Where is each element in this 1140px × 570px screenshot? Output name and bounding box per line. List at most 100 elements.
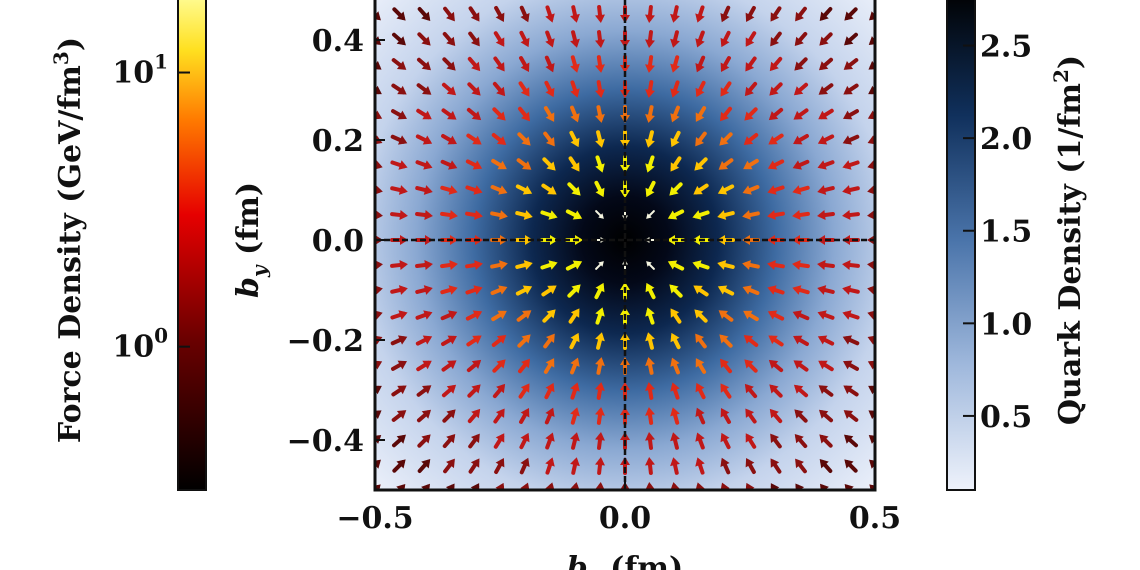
force-arrow-head bbox=[645, 187, 655, 198]
force-arrow bbox=[844, 434, 858, 448]
force-arrow bbox=[595, 155, 605, 173]
force-arrow-head bbox=[867, 110, 875, 120]
force-arrow-head bbox=[470, 458, 480, 468]
force-arrow bbox=[570, 55, 580, 73]
force-arrow-head bbox=[471, 61, 481, 72]
force-arrow-head bbox=[548, 210, 558, 220]
force-arrow-head bbox=[471, 433, 480, 443]
force-arrow-head bbox=[471, 37, 480, 47]
force-arrow-head bbox=[422, 360, 432, 370]
force-arrow-head bbox=[375, 385, 382, 395]
force-arrow bbox=[670, 407, 680, 425]
force-arrow bbox=[768, 335, 784, 347]
force-arrow bbox=[670, 55, 680, 73]
force-arrow bbox=[867, 210, 875, 220]
force-arrow-head bbox=[422, 86, 432, 95]
force-arrow-head bbox=[695, 38, 705, 48]
density-colorbar-gradient bbox=[946, 0, 976, 491]
force-arrow-head bbox=[844, 434, 854, 444]
force-arrow-head bbox=[546, 137, 555, 147]
force-arrow-head bbox=[767, 160, 778, 170]
force-arrow-head bbox=[472, 335, 482, 345]
force-arrow-head bbox=[523, 260, 533, 270]
force-arrow bbox=[819, 7, 833, 21]
force-arrow bbox=[375, 260, 383, 270]
force-arrow bbox=[770, 433, 782, 449]
force-arrow-head bbox=[645, 457, 655, 466]
force-arrow-head bbox=[445, 483, 455, 490]
force-arrow-head bbox=[547, 185, 557, 195]
force-arrow bbox=[465, 260, 483, 270]
force-arrow bbox=[670, 457, 680, 475]
force-arrow-head bbox=[670, 13, 680, 23]
force-arrow bbox=[595, 457, 605, 475]
force-arrow-head bbox=[867, 135, 875, 145]
force-arrow-head bbox=[545, 63, 555, 73]
force-arrow bbox=[595, 307, 605, 325]
force-arrow bbox=[770, 31, 782, 47]
force-arrow bbox=[817, 160, 835, 170]
force-arrow bbox=[416, 409, 432, 423]
force-arrow bbox=[466, 335, 482, 347]
force-arrow-head bbox=[396, 434, 406, 444]
force-arrow-head bbox=[595, 382, 605, 391]
force-arrow bbox=[445, 483, 455, 490]
force-arrow-head bbox=[595, 14, 605, 23]
force-arrow-head bbox=[768, 111, 779, 121]
force-arrow bbox=[867, 310, 875, 320]
force-arrow bbox=[745, 31, 757, 47]
force-arrow-head bbox=[497, 310, 507, 320]
force-arrow-head bbox=[645, 382, 655, 391]
force-arrow-head bbox=[421, 61, 432, 71]
force-arrow bbox=[375, 360, 383, 370]
force-arrow-head bbox=[794, 433, 804, 444]
force-arrow bbox=[421, 483, 430, 490]
force-arrow-head bbox=[792, 285, 802, 295]
force-arrow bbox=[570, 357, 580, 375]
force-arrow-head bbox=[470, 483, 480, 490]
force-arrow bbox=[415, 310, 433, 320]
force-arrow bbox=[442, 57, 456, 71]
force-arrow bbox=[793, 82, 809, 96]
force-arrow-head bbox=[868, 85, 875, 95]
force-arrow bbox=[645, 382, 655, 400]
density-colorbar-label: Quark Density (1/fm2) bbox=[1049, 55, 1088, 425]
force-arrow bbox=[468, 458, 480, 474]
force-arrow-head bbox=[570, 308, 580, 318]
force-arrow-head bbox=[496, 86, 506, 97]
force-arrow-head bbox=[795, 458, 804, 469]
force-arrow-head bbox=[817, 285, 827, 295]
force-arrow-head bbox=[692, 210, 702, 220]
force-arrow-head bbox=[498, 185, 508, 195]
force-arrow-head bbox=[818, 86, 828, 95]
force-arrow-head bbox=[545, 112, 555, 122]
force-arrow bbox=[645, 130, 655, 148]
force-arrow bbox=[390, 285, 408, 295]
force-arrow bbox=[670, 357, 680, 375]
force-arrow bbox=[375, 85, 382, 95]
force-arrow-head bbox=[545, 432, 555, 442]
force-arrow bbox=[819, 32, 833, 46]
force-arrow bbox=[441, 384, 457, 398]
force-arrow-head bbox=[768, 135, 778, 145]
force-arrow bbox=[515, 210, 533, 220]
force-arrow-head bbox=[745, 37, 755, 47]
force-arrow bbox=[516, 158, 532, 170]
force-arrow-head bbox=[421, 459, 431, 469]
force-arrow-head bbox=[570, 88, 580, 98]
force-arrow bbox=[568, 308, 580, 324]
force-arrow-head bbox=[842, 160, 852, 170]
force-arrow bbox=[744, 81, 758, 97]
force-arrow-head bbox=[842, 210, 851, 220]
force-arrow bbox=[518, 106, 530, 122]
force-arrow-head bbox=[694, 161, 704, 171]
force-arrow-head bbox=[397, 110, 407, 120]
x-axis-title: bx (fm) bbox=[567, 551, 683, 570]
force-arrow bbox=[768, 359, 784, 373]
force-arrow-head bbox=[867, 360, 875, 370]
force-arrow bbox=[375, 185, 383, 195]
force-arrow bbox=[570, 482, 580, 490]
force-arrow-head bbox=[572, 260, 583, 270]
force-arrow bbox=[392, 459, 406, 473]
force-arrow-head bbox=[645, 407, 655, 416]
